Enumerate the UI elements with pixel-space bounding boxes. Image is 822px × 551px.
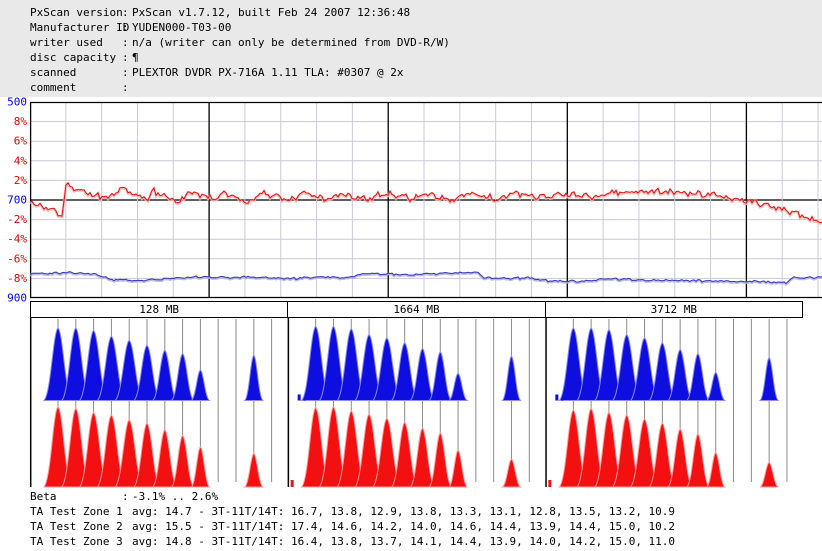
header-row-5: scanned: PLEXTOR DVDR PX-716A 1.11 TLA: #… [30, 65, 450, 80]
header-row-3: writer used: n/a (writer can only be dete… [30, 35, 450, 50]
footer-value: avg: 15.5 - 3T-11T/14T: 17.4, 14.6, 14.2… [132, 520, 676, 533]
main-plot-h-gridlines [30, 121, 822, 279]
pit-histogram [42, 327, 264, 401]
y-axis-label: 700 [7, 194, 27, 207]
land-histogram [300, 405, 523, 488]
footer-value: avg: 14.8 - 3T-11T/14T: 16.4, 13.8, 13.7… [132, 535, 676, 548]
header-separator: : [122, 6, 129, 19]
header-separator: : [122, 36, 129, 49]
header-separator: : [122, 81, 129, 94]
header-background-band [0, 0, 822, 97]
footer-row-1: Beta: -3.1% .. 2.6% [30, 489, 675, 504]
y-axis-labels: 500 8% 6% 4% 2% 700 -2% -4% -6% -8% 900 [7, 96, 27, 305]
header-value: PxScan v1.7.12, built Feb 24 2007 12:36:… [132, 6, 411, 19]
header-value: ¶ [132, 51, 139, 64]
y-axis-label: 500 [7, 96, 27, 109]
y-axis-label: -8% [7, 272, 27, 285]
y-axis-label: 900 [7, 292, 27, 305]
main-plot-v-gridlines [65, 102, 819, 298]
y-axis-label: 6% [14, 135, 28, 148]
header-label: comment [30, 81, 77, 94]
footer-label: TA Test Zone 3 [30, 535, 123, 548]
header-value: YUDEN000-T03-00 [132, 21, 232, 34]
zone-label-2: 1664 MB [287, 302, 544, 317]
level-trace-line [30, 271, 822, 285]
header-value: n/a (writer can only be determined from … [132, 36, 450, 49]
land-histogram [558, 407, 779, 488]
header-separator: : [122, 66, 129, 79]
header-separator: : [122, 51, 129, 64]
scan-info-header: PxScan version: PxScan v1.7.12, built Feb… [30, 5, 450, 95]
y-axis-label: 4% [14, 154, 28, 167]
pit-histogram [558, 327, 780, 401]
y-axis-label: -2% [7, 213, 27, 226]
footer-separator: : [122, 490, 129, 503]
header-label: PxScan version [30, 6, 123, 19]
land-histogram [42, 405, 265, 488]
beta-trace [30, 181, 822, 225]
footer-row-4: TA Test Zone 3 avg: 14.8 - 3T-11T/14T: 16… [30, 534, 675, 549]
zone-label-3: 3712 MB [544, 302, 802, 317]
footer-value: avg: 14.7 - 3T-11T/14T: 16.7, 13.8, 12.9… [132, 505, 676, 518]
zone-label-1: 128 MB [139, 303, 180, 316]
header-row-2: Manufacturer ID: YUDEN000-T03-00 [30, 20, 450, 35]
footer-separator [122, 519, 132, 534]
level-trace [30, 271, 822, 287]
level-trace-halo [30, 271, 822, 287]
footer-row-3: TA Test Zone 2 avg: 15.5 - 3T-11T/14T: 17… [30, 519, 675, 534]
header-row-1: PxScan version: PxScan v1.7.12, built Feb… [30, 5, 450, 20]
footer-separator [122, 504, 132, 519]
beta-trace-line [30, 181, 822, 224]
header-separator: : [122, 21, 129, 34]
header-row-4: disc capacity: ¶ [30, 50, 450, 65]
footer-row-2: TA Test Zone 1 avg: 14.7 - 3T-11T/14T: 16… [30, 504, 675, 519]
pit-histogram [300, 325, 522, 401]
footer-value: -3.1% .. 2.6% [132, 490, 219, 503]
footer-label: TA Test Zone 2 [30, 520, 123, 533]
header-row-6: comment: [30, 80, 450, 95]
test-zone-label-bar: 128 MB 1664 MB 3712 MB [30, 301, 803, 318]
ta-histogram-zone-1 [29, 318, 273, 488]
y-axis-label: -4% [7, 233, 27, 246]
header-label: scanned [30, 66, 77, 79]
footer-label: Beta [30, 490, 57, 503]
ta-histogram-zone-3 [545, 318, 788, 488]
footer-separator [122, 534, 132, 549]
main-plot-border [29, 101, 822, 299]
y-axis-label: 8% [14, 115, 28, 128]
ta-histogram-zone-2 [287, 318, 530, 488]
header-value: PLEXTOR DVDR PX-716A 1.11 TLA: #0307 @ 2… [132, 66, 404, 79]
y-axis-label: 2% [14, 174, 28, 187]
scan-results-footer: Beta: -3.1% .. 2.6% TA Test Zone 1 avg: 14.… [30, 489, 675, 549]
footer-label: TA Test Zone 1 [30, 505, 123, 518]
header-label: disc capacity [30, 51, 117, 64]
y-axis-label: -6% [7, 252, 27, 265]
header-label: writer used [30, 36, 103, 49]
